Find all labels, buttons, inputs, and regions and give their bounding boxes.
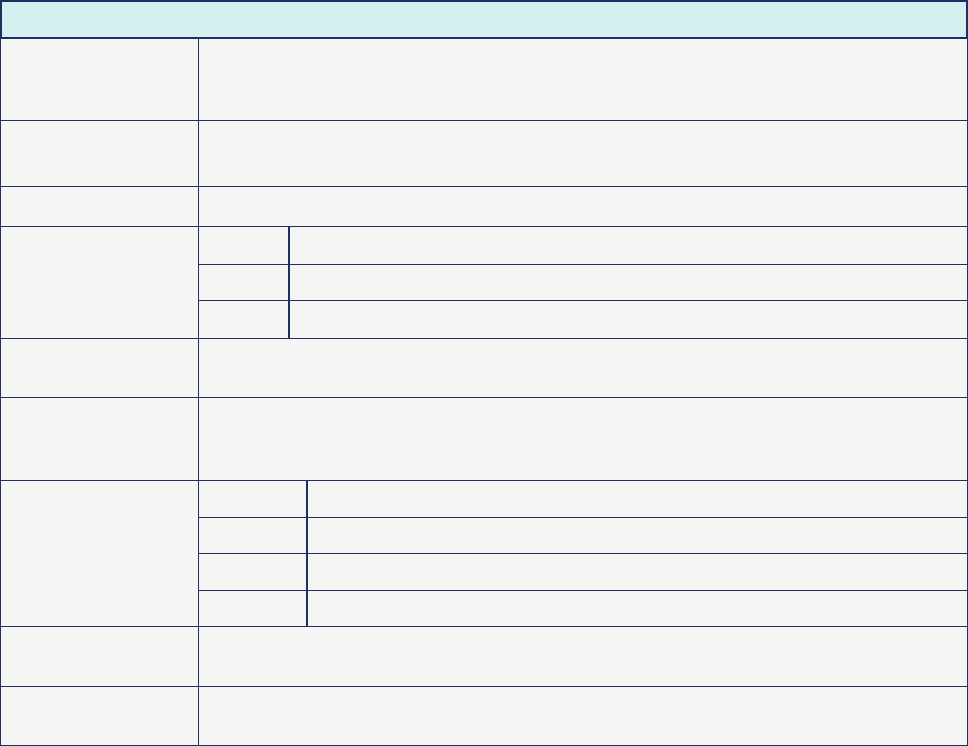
row-1-value-cell xyxy=(198,38,968,121)
row-2-label-cell xyxy=(0,120,199,187)
row-4-sub-3-key xyxy=(198,300,290,339)
row-5-label-cell xyxy=(0,338,199,398)
row-8-label-cell xyxy=(0,626,199,687)
row-7-sub-3-value xyxy=(307,553,968,591)
row-1-label-cell xyxy=(0,38,199,121)
row-2-value-cell xyxy=(198,120,968,187)
row-4-sub-2-value xyxy=(289,264,968,301)
row-7-sub-2-key xyxy=(198,517,308,554)
row-3-value-cell xyxy=(198,186,968,227)
row-9-label-cell xyxy=(0,686,199,746)
row-7-sub-1-value xyxy=(307,480,968,518)
row-4-sub-2-key xyxy=(198,264,290,301)
row-6-value-cell xyxy=(198,397,968,481)
table-header xyxy=(0,0,968,39)
row-9-value-cell xyxy=(198,686,968,746)
row-7-sub-2-value xyxy=(307,517,968,554)
row-4-sub-3-value xyxy=(289,300,968,339)
row-7-sub-3-key xyxy=(198,553,308,591)
row-7-sub-4-value xyxy=(307,590,968,627)
row-4-label-cell xyxy=(0,226,199,339)
row-4-sub-1-value xyxy=(289,226,968,265)
row-7-sub-4-key xyxy=(198,590,308,627)
row-6-label-cell xyxy=(0,397,199,481)
row-3-label-cell xyxy=(0,186,199,227)
row-4-sub-1-key xyxy=(198,226,290,265)
row-7-sub-1-key xyxy=(198,480,308,518)
row-5-value-cell xyxy=(198,338,968,398)
row-8-value-cell xyxy=(198,626,968,687)
row-7-label-cell xyxy=(0,480,199,627)
